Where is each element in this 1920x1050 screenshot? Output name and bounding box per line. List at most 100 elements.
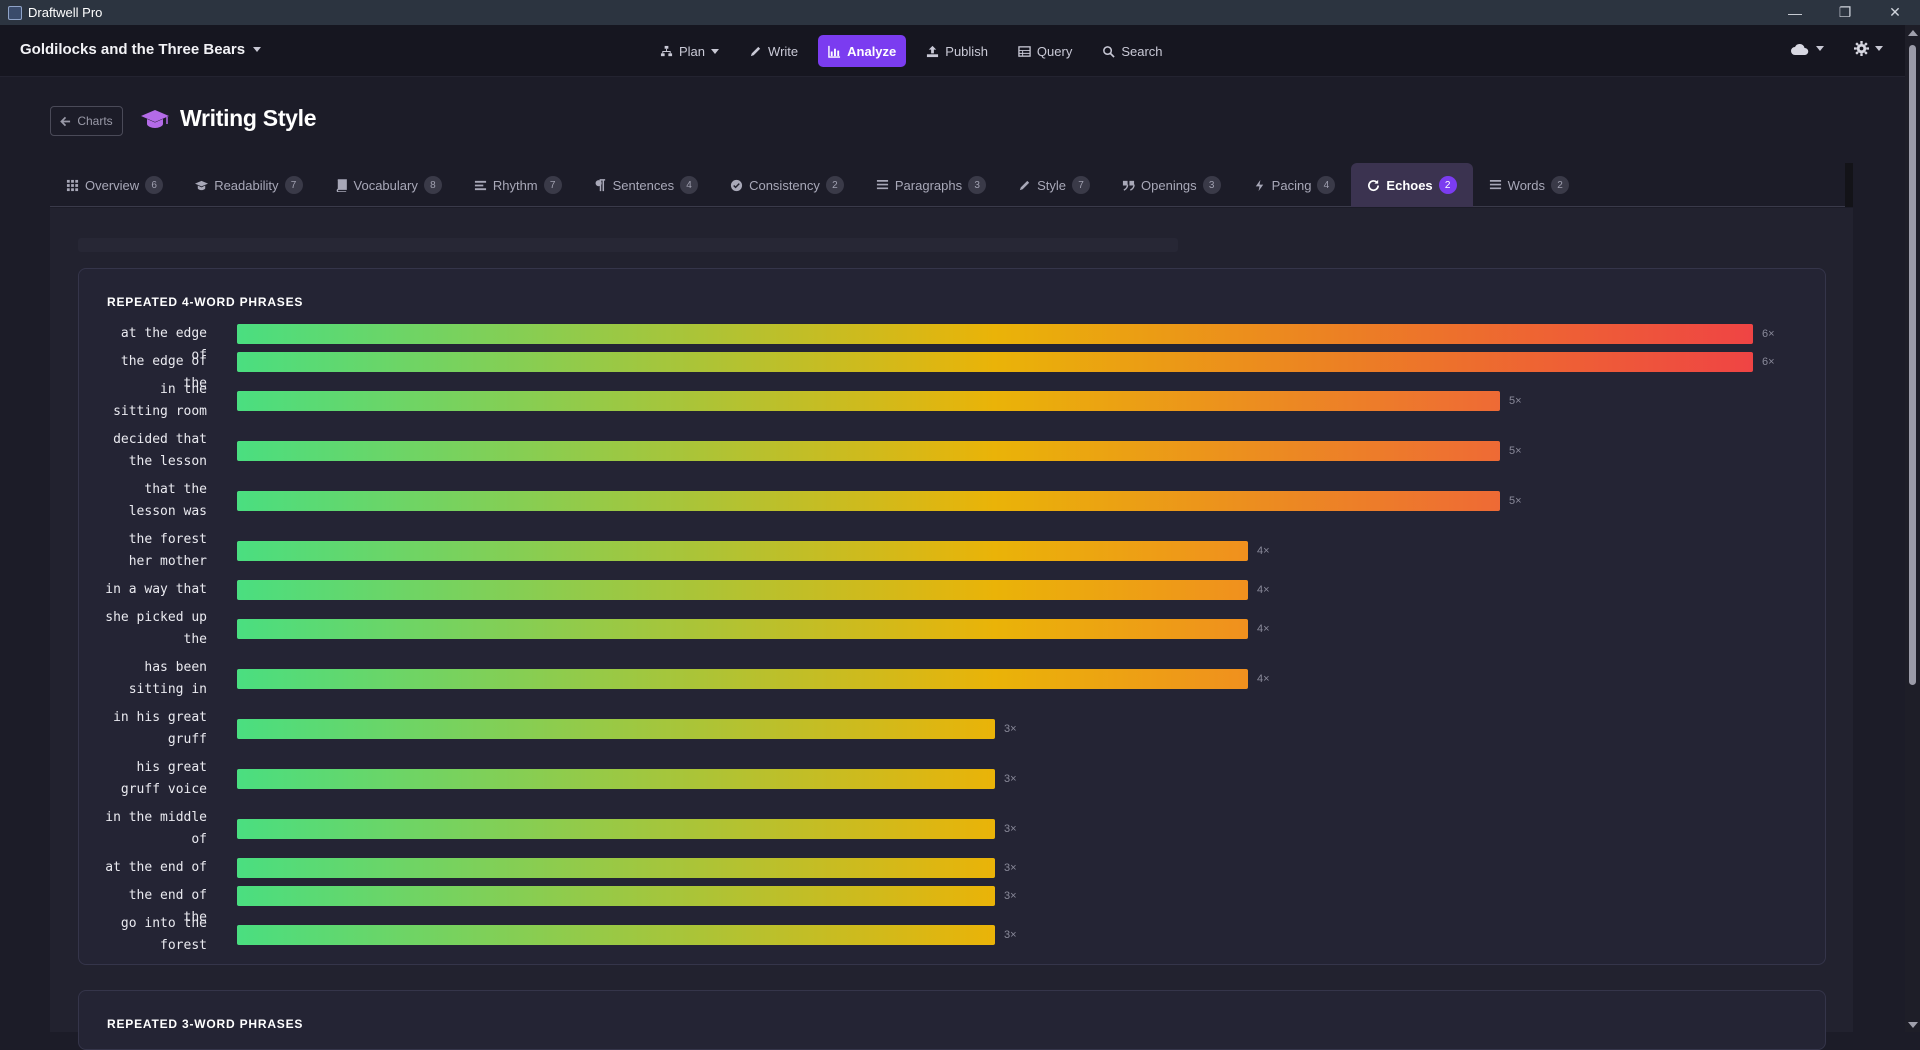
app-title: Draftwell Pro: [28, 5, 103, 20]
tab-count-badge: 2: [1551, 176, 1569, 194]
scroll-down-arrow-icon[interactable]: [1908, 1022, 1918, 1028]
repeated-4-word-phrases-card: REPEATED 4-WORD PHRASES at the edge of 6×…: [78, 268, 1826, 965]
tab-count-badge: 7: [1072, 176, 1091, 194]
graduation-cap-icon: [195, 180, 209, 190]
refresh-icon: [1368, 179, 1380, 191]
nav-publish[interactable]: Publish: [916, 35, 998, 67]
app-logo-icon: [8, 5, 22, 20]
nav-query-label: Query: [1036, 43, 1073, 59]
close-button[interactable]: ✕: [1889, 4, 1901, 20]
quote-icon: [1122, 180, 1135, 191]
lines-icon: [474, 180, 486, 190]
bolt-icon: [1255, 179, 1263, 191]
phrase-row: at the edge of 6×: [79, 323, 1827, 363]
search-icon: [1103, 45, 1115, 58]
tabs-scroll-edge: [1845, 163, 1853, 207]
repeated-3-word-phrases-card: REPEATED 3-WORD PHRASES: [78, 990, 1826, 1050]
phrase-label: go into the forest: [120, 916, 207, 953]
phrase-bar: [237, 858, 995, 878]
phrase-count-label: 5×: [1509, 495, 1522, 507]
tab-openings[interactable]: Openings 3: [1106, 163, 1237, 207]
phrase-label: his great gruff voice: [120, 760, 207, 797]
maximize-button[interactable]: ❐: [1838, 4, 1852, 20]
phrase-bar: [237, 491, 1500, 511]
tab-label: Readability: [214, 177, 279, 193]
upload-icon: [927, 45, 939, 57]
phrase-count-label: 4×: [1257, 623, 1270, 635]
main-nav: Plan Write Analyze Publish Query Search: [650, 35, 1173, 67]
arrow-left-icon: [60, 116, 71, 126]
phrase-bar: [237, 324, 1753, 344]
nav-search[interactable]: Search: [1092, 35, 1172, 67]
phrase-row: the end of the 3×: [79, 885, 1827, 925]
nav-search-label: Search: [1121, 43, 1163, 59]
phrase-count-label: 3×: [1004, 823, 1017, 835]
page-scrollbar[interactable]: [1905, 25, 1920, 1032]
nav-plan[interactable]: Plan: [650, 35, 729, 67]
phrase-count-label: 6×: [1762, 356, 1775, 368]
pencil-icon: [750, 46, 761, 56]
tab-count-badge: 3: [1202, 176, 1221, 194]
phrase-row: go into the forest 3×: [79, 913, 1827, 957]
tab-rhythm[interactable]: Rhythm 7: [458, 163, 578, 207]
tab-count-badge: 4: [1317, 176, 1336, 194]
phrase-label: has been sitting in: [128, 660, 207, 697]
phrase-bar: [237, 886, 995, 906]
phrase-label: in his great gruff: [113, 710, 207, 747]
sitemap-icon: [660, 45, 673, 56]
tab-consistency[interactable]: Consistency 2: [714, 163, 860, 207]
project-switcher[interactable]: Goldilocks and the Three Bears: [20, 41, 262, 58]
tab-count-badge: 7: [543, 176, 562, 194]
phrase-count-label: 3×: [1004, 773, 1017, 785]
phrase-label: at the end of: [105, 860, 207, 875]
phrase-label: in a way that: [105, 582, 207, 597]
minimize-button[interactable]: —: [1788, 4, 1802, 21]
cloud-sync-button[interactable]: [1790, 42, 1824, 56]
phrase-count-label: 4×: [1257, 673, 1270, 685]
scrollbar-thumb[interactable]: [1909, 45, 1916, 685]
tab-label: Echoes: [1386, 177, 1433, 193]
phrase-bar: [237, 819, 995, 839]
echoes-panel: REPEATED 4-WORD PHRASES at the edge of 6×…: [50, 208, 1853, 1050]
phrase-bar: [237, 669, 1248, 689]
nav-analyze[interactable]: Analyze: [818, 35, 907, 67]
tab-label: Words: [1507, 177, 1545, 193]
pilcrow-icon: [595, 178, 605, 191]
tab-words[interactable]: Words 2: [1473, 163, 1585, 207]
settings-button[interactable]: [1854, 41, 1883, 56]
tab-sentences[interactable]: Sentences 4: [578, 163, 714, 207]
phrase-row: in his great gruff 3×: [79, 707, 1827, 751]
tab-overview[interactable]: Overview 6: [50, 163, 179, 207]
tab-echoes[interactable]: Echoes 2: [1351, 163, 1473, 207]
grid-icon: [66, 179, 79, 191]
tab-readability[interactable]: Readability 7: [179, 163, 318, 207]
tab-paragraphs[interactable]: Paragraphs 3: [860, 163, 1002, 207]
tab-label: Openings: [1141, 177, 1197, 193]
phrase-label: at the edge of: [120, 326, 207, 363]
phrase-count-label: 3×: [1004, 890, 1017, 902]
nav-analyze-label: Analyze: [847, 43, 897, 59]
card-title: REPEATED 4-WORD PHRASES: [107, 295, 304, 309]
chevron-down-icon: [253, 47, 262, 52]
nav-write[interactable]: Write: [739, 35, 808, 67]
tab-style[interactable]: Style 7: [1002, 163, 1106, 207]
tab-pacing[interactable]: Pacing 4: [1237, 163, 1352, 207]
page-heading: Writing Style: [140, 105, 317, 132]
phrase-count-label: 3×: [1004, 723, 1017, 735]
back-to-charts-button[interactable]: Charts: [50, 106, 123, 136]
tab-count-badge: 8: [423, 176, 442, 194]
tab-vocabulary[interactable]: Vocabulary 8: [319, 163, 458, 207]
nav-write-label: Write: [768, 43, 799, 59]
phrase-label: she picked up the: [105, 610, 207, 647]
scroll-up-arrow-icon[interactable]: [1908, 30, 1918, 36]
nav-query[interactable]: Query: [1008, 35, 1082, 67]
nav-plan-label: Plan: [679, 43, 706, 59]
card-title: REPEATED 3-WORD PHRASES: [107, 1017, 304, 1031]
phrase-row: in the middle of 3×: [79, 807, 1827, 851]
phrase-row: his great gruff voice 3×: [79, 757, 1827, 801]
list-icon: [1489, 179, 1501, 189]
phrase-bar: [237, 769, 995, 789]
pen-icon: [1019, 180, 1030, 190]
tab-count-badge: 2: [825, 176, 844, 194]
phrase-count-label: 3×: [1004, 929, 1017, 941]
